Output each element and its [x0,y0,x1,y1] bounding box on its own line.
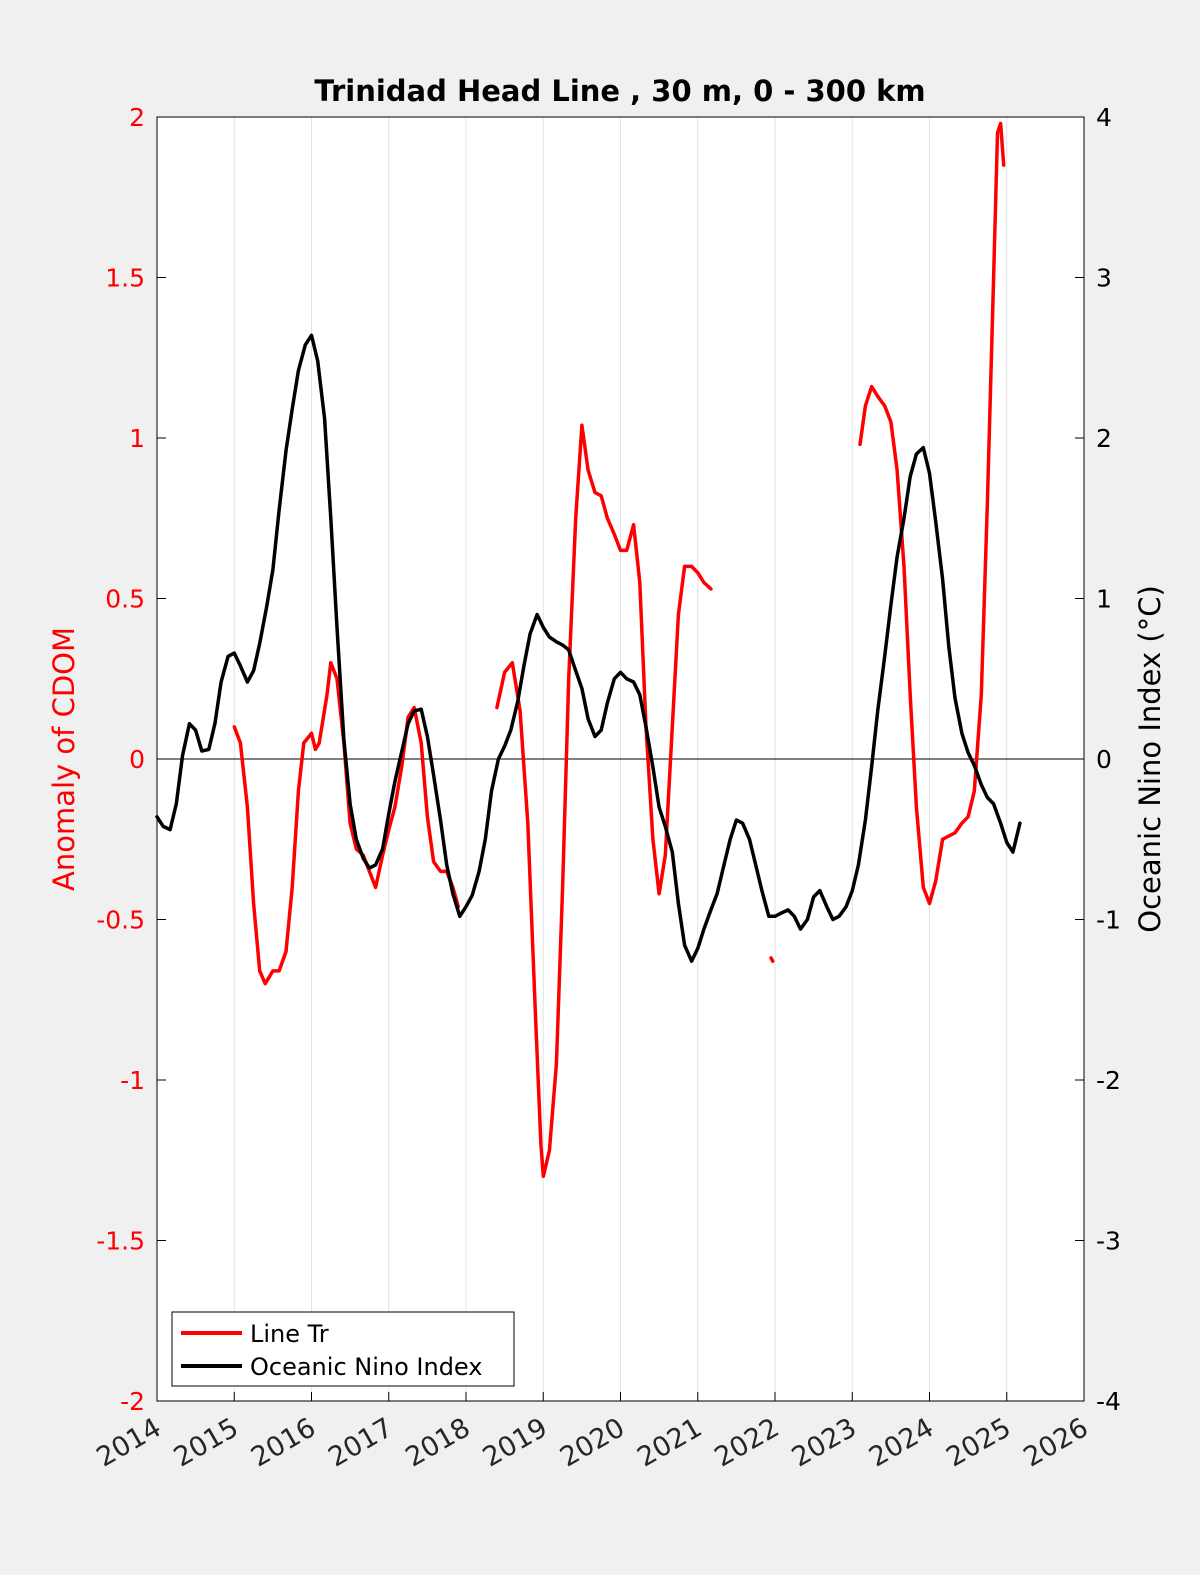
y-left-tick-label--0.5: -0.5 [96,906,145,935]
legend-label-line-tr: Line Tr [250,1320,329,1348]
series-0-segment-2 [769,956,775,963]
legend-label-oni: Oceanic Nino Index [250,1353,482,1381]
series-0-segment-1 [495,423,713,1179]
legend-box [171,1311,515,1387]
y-right-tick-label--1: -1 [1096,906,1121,935]
y-axis-left-label: Anomaly of CDOM [47,627,81,891]
y-left-tick-label-1.5: 1.5 [105,264,145,293]
y-right-tick-label-2: 2 [1096,424,1112,453]
y-right-tick-label-4: 4 [1096,103,1112,132]
y-right-tick-label--3: -3 [1096,1227,1121,1256]
series-1-segment-0 [155,333,1022,963]
chart-title: Trinidad Head Line , 30 m, 0 - 300 km [314,74,925,108]
y-right-tick-label-3: 3 [1096,264,1112,293]
series-0-segment-3 [858,121,1006,906]
y-left-tick-label--1: -1 [120,1066,145,1095]
y-left-tick-label--2: -2 [120,1387,145,1416]
y-left-tick-label-2: 2 [129,103,145,132]
y-left-tick-label-1: 1 [129,424,145,453]
y-axis-right-label: Oceanic Nino Index (°C) [1133,585,1167,933]
y-right-tick-label-1: 1 [1096,585,1112,614]
y-left-tick-label-0: 0 [129,745,145,774]
legend: Line Tr Oceanic Nino Index [171,1311,515,1387]
series-layer [155,121,1022,1179]
y-right-tick-label--2: -2 [1096,1066,1121,1095]
y-right-tick-label--4: -4 [1096,1387,1121,1416]
y-right-tick-label-0: 0 [1096,745,1112,774]
y-left-tick-label-0.5: 0.5 [105,585,145,614]
series-oceanic-nino-index [155,333,1022,963]
y-left-tick-label--1.5: -1.5 [96,1227,145,1256]
